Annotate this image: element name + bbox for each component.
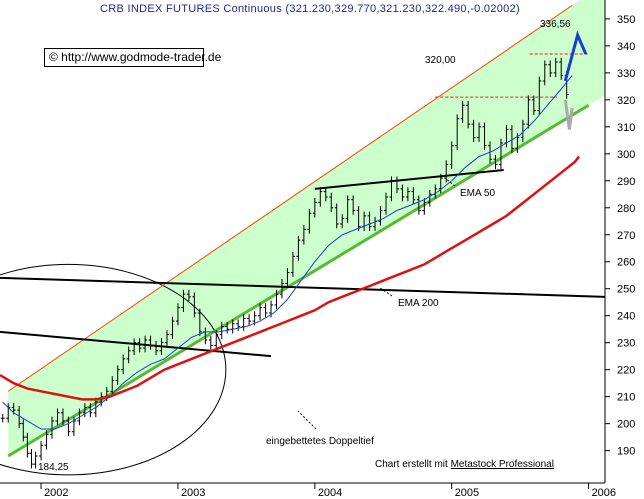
y-tick-label: 260 [617,257,635,269]
long-support-line [0,276,605,298]
y-tick-label: 210 [617,392,635,404]
descending-line-line [0,330,272,358]
x-tick-label: 2004 [318,487,342,499]
projection-marks [563,30,588,130]
y-tick-label: 240 [617,311,635,323]
y-tick-label: 230 [617,338,635,350]
y-tick-label: 350 [617,14,635,26]
y-tick-label: 320 [617,95,635,107]
ema200-label: EMA 200 [398,298,439,309]
y-tick-label: 310 [617,122,635,134]
credit-box: © http://www.godmode-trader.de [44,48,221,67]
channel-top-line [7,4,573,392]
pattern-label: eingebettetes Doppeltief [266,436,374,447]
label-leader [379,287,393,297]
channel-fill [8,0,605,456]
y-tick-label: 330 [617,68,635,80]
neckline-line [314,168,504,190]
price-series [0,57,580,469]
x-tick-label: 2003 [181,487,205,499]
y-tick-label: 270 [617,230,635,242]
chart-title: CRB INDEX FUTURES Continuous (321.230,32… [100,3,520,15]
level-336-label: 336,56 [540,19,571,30]
y-tick-label: 220 [617,365,635,377]
footer-software: Metastock Professional [451,459,554,470]
y-tick-label: 300 [617,149,635,161]
ema200-line [0,155,580,401]
y-tick-label: 250 [617,284,635,296]
y-tick-label: 200 [617,419,635,431]
y-tick-label: 340 [617,41,635,53]
footer-prefix-text: Chart erstellt mit [375,459,451,470]
x-tick-label: 2002 [44,487,68,499]
x-tick-label: 2005 [455,487,479,499]
projection-down [563,99,574,130]
low-label: 184,25 [38,462,69,473]
double-bottom-arc [0,263,227,476]
annotations: CRB INDEX FUTURES Continuous (321.230,32… [38,3,571,473]
trend-channel [8,0,605,456]
level-320-label: 320,00 [425,55,456,66]
projection-up [563,30,588,82]
label-leader [297,410,317,430]
ema50-label: EMA 50 [460,188,495,199]
y-tick-label: 190 [617,446,635,458]
ema50-line [2,75,573,430]
y-tick-label: 290 [617,176,635,188]
y-tick-label: 280 [617,203,635,215]
x-tick-label: 2006 [592,487,616,499]
footer-prefix: Chart erstellt mit Metastock Professiona… [375,459,554,470]
